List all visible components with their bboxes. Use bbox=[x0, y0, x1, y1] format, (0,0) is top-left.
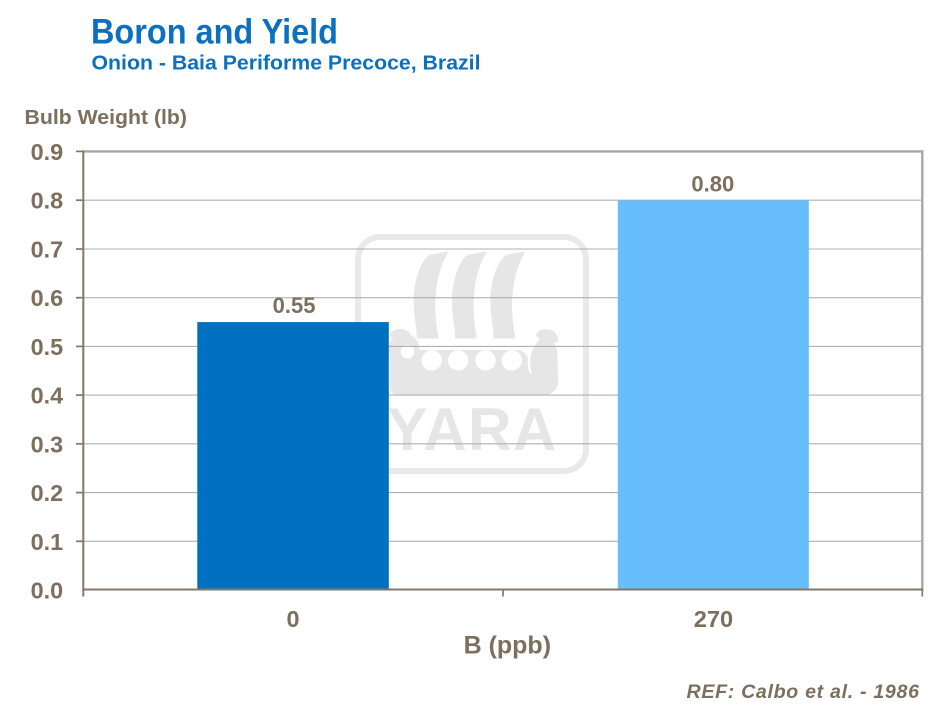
svg-text:B (ppb): B (ppb) bbox=[464, 631, 551, 659]
svg-text:0.3: 0.3 bbox=[31, 431, 64, 457]
svg-text:0.1: 0.1 bbox=[31, 529, 64, 555]
svg-text:0.5: 0.5 bbox=[31, 334, 64, 360]
svg-text:0.7: 0.7 bbox=[31, 237, 64, 263]
svg-text:0.6: 0.6 bbox=[31, 285, 64, 311]
svg-text:0.8: 0.8 bbox=[31, 188, 64, 214]
svg-text:0.9: 0.9 bbox=[31, 139, 64, 165]
svg-text:270: 270 bbox=[694, 606, 733, 632]
svg-text:Bulb Weight (lb): Bulb Weight (lb) bbox=[25, 106, 188, 129]
svg-text:0.80: 0.80 bbox=[691, 171, 734, 196]
svg-text:0.2: 0.2 bbox=[31, 480, 64, 506]
svg-text:0.4: 0.4 bbox=[31, 383, 64, 409]
svg-text:0: 0 bbox=[286, 606, 299, 632]
svg-text:YARA: YARA bbox=[387, 396, 558, 463]
svg-text:0.0: 0.0 bbox=[31, 578, 64, 604]
svg-text:Onion - Baia Periforme Precoce: Onion - Baia Periforme Precoce, Brazil bbox=[92, 51, 481, 74]
svg-text:REF: Calbo et al. - 1986: REF: Calbo et al. - 1986 bbox=[687, 681, 920, 703]
svg-text:0.55: 0.55 bbox=[273, 293, 316, 318]
svg-text:Boron and Yield: Boron and Yield bbox=[91, 12, 338, 52]
